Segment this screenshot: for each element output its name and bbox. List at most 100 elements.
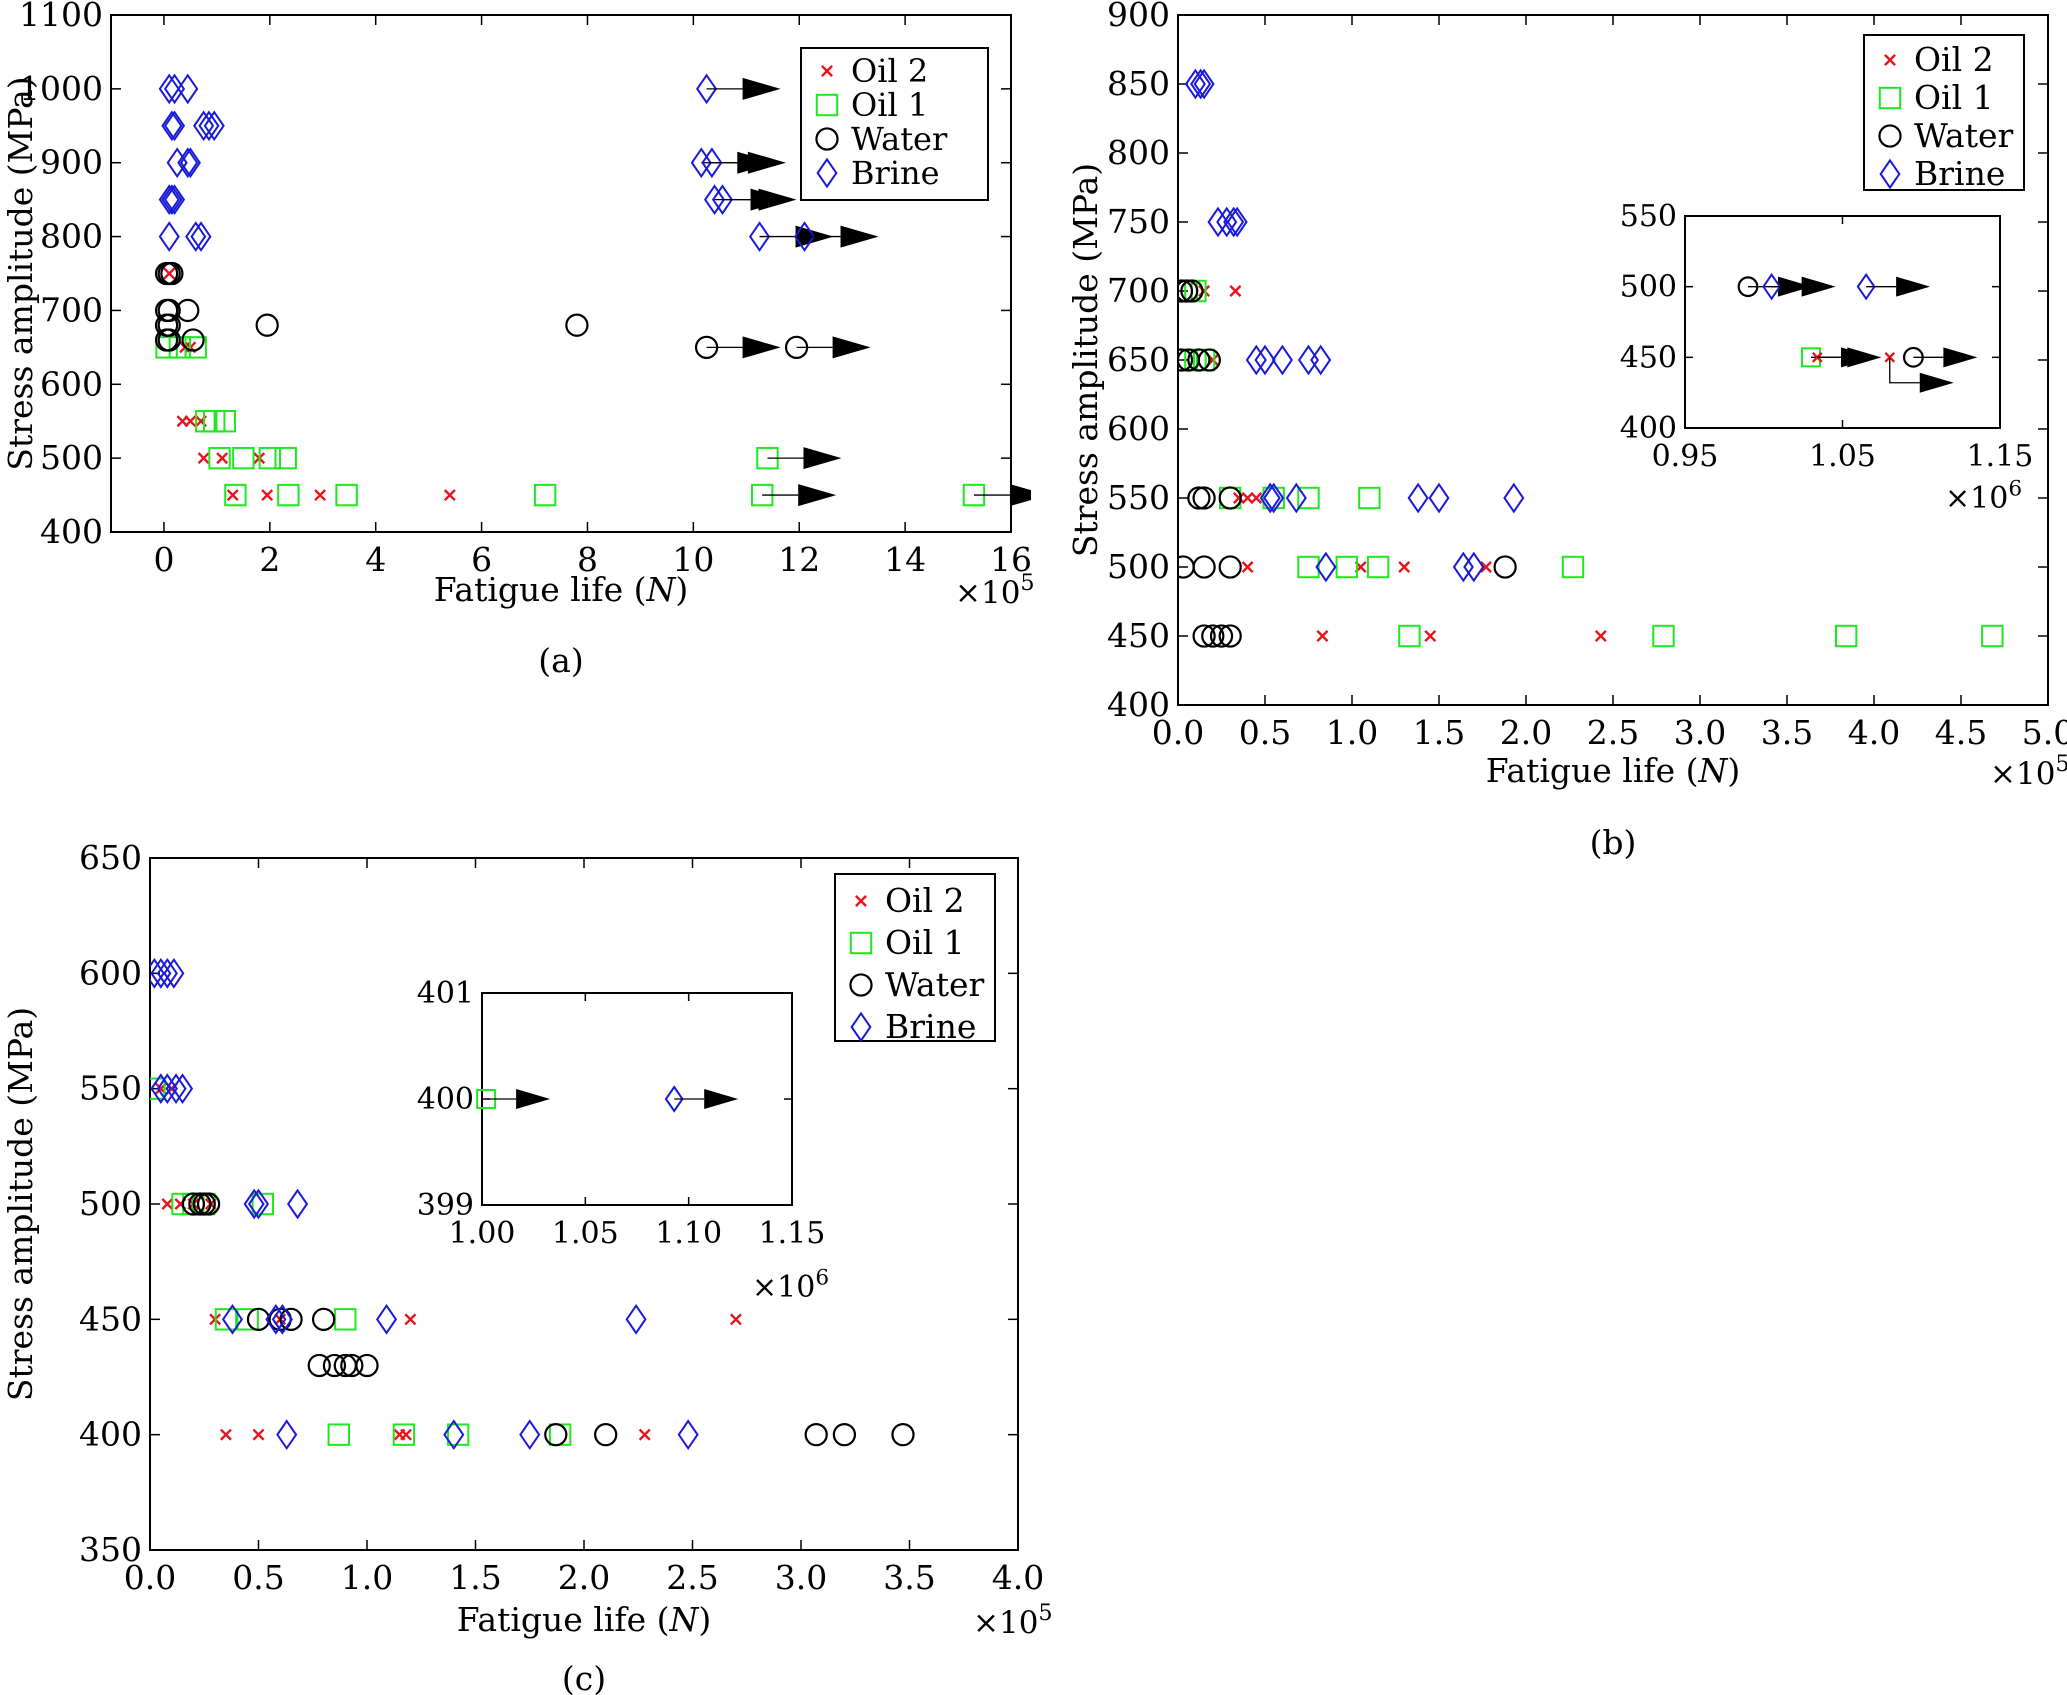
y-tick-label: 600 <box>40 364 103 403</box>
runout-arrow <box>747 151 786 174</box>
oil1-point <box>208 446 231 470</box>
runout-line <box>1889 357 1920 384</box>
brine-point <box>265 1303 287 1335</box>
brine-point <box>163 957 185 989</box>
oil2-point <box>314 489 327 502</box>
oil2-point <box>443 489 456 502</box>
x-tick-label: 5.0 <box>2022 713 2067 752</box>
oil2-point <box>184 415 197 428</box>
water-point <box>1218 624 1242 648</box>
inset-y-tick-label: 400 <box>417 1082 474 1117</box>
oil1-point <box>392 1423 416 1446</box>
oil2-point <box>1241 561 1254 573</box>
runout-arrow <box>1896 276 1931 297</box>
brine-point <box>1452 551 1474 583</box>
runout-arrow <box>758 188 797 211</box>
y-axis-label: Stress amplitude (MPa) <box>1066 163 1105 557</box>
oil2-point <box>638 1428 651 1441</box>
water-point <box>157 328 181 352</box>
oil2-point <box>261 489 274 502</box>
y-tick-label: 650 <box>79 838 142 877</box>
water-point <box>1197 348 1221 372</box>
brine-point <box>1271 344 1293 376</box>
y-tick-label: 1000 <box>19 69 103 108</box>
y-tick-label: 700 <box>40 290 103 329</box>
data-points <box>154 73 1031 507</box>
runout-arrow <box>1801 276 1836 297</box>
runout-marker <box>696 73 781 105</box>
water-point <box>322 1353 347 1378</box>
brine-point <box>443 1419 465 1451</box>
oil2-point <box>1884 54 1896 66</box>
oil2-point <box>1884 351 1896 363</box>
water-point <box>160 261 184 286</box>
runout-arrow <box>1919 372 1954 393</box>
inset-x-tick-label: 1.05 <box>552 1216 619 1251</box>
water-point <box>1209 624 1234 648</box>
water-point <box>565 313 589 337</box>
x-tick-label: 2.5 <box>666 1558 718 1597</box>
oil2-point <box>729 1313 742 1326</box>
runout-marker <box>1884 351 1954 393</box>
x-tick-label: 1.5 <box>449 1558 501 1597</box>
legend-label-water: Water <box>1914 116 2014 155</box>
oil2-point <box>1480 561 1492 573</box>
runout-arrow <box>1009 484 1031 507</box>
oil1-point <box>446 1423 470 1446</box>
inset-x-tick-label: 0.95 <box>1652 439 1719 474</box>
brine-point <box>165 1073 187 1105</box>
brine-point <box>748 221 771 252</box>
water-point <box>1201 624 1225 648</box>
oil2-point <box>252 1428 265 1441</box>
runout-arrow <box>798 484 837 507</box>
x-tick-label: 8 <box>577 540 598 579</box>
brine-point <box>286 1188 309 1220</box>
water-point <box>594 1423 618 1447</box>
oil1-point <box>1297 486 1320 510</box>
x-tick-label: 12 <box>778 540 820 579</box>
brine-point <box>161 110 183 142</box>
oil1-point <box>849 931 873 955</box>
oil2-point <box>400 1428 413 1441</box>
water-point <box>544 1423 568 1447</box>
y-tick-label: 550 <box>79 1069 142 1108</box>
x-multiplier: ×105 <box>973 1600 1053 1641</box>
oil2-point <box>216 452 229 465</box>
brine-point <box>1315 551 1337 583</box>
panel-c: 0.0 0.5 1.0 1.5 2.0 2.5 3.0 3.5 4.0 350 400 450 500 5… <box>1 838 1053 1695</box>
oil1-point <box>224 483 247 507</box>
y-tick-label: 800 <box>40 217 103 256</box>
water-point <box>255 313 279 337</box>
brine-point <box>198 110 220 142</box>
oil1-point <box>1335 555 1358 579</box>
oil2-point <box>226 489 239 502</box>
y-tick-label: 750 <box>1107 202 1170 241</box>
x-tick-label: 1.0 <box>341 1558 393 1597</box>
x-axis-label: Fatigue life (N) <box>1486 751 1741 790</box>
water-point <box>1187 348 1211 372</box>
inset-x-tick-label: 1.00 <box>449 1216 516 1251</box>
brine-point <box>1310 344 1332 376</box>
oil1-point <box>232 446 255 470</box>
panel-caption: (c) <box>562 1659 606 1695</box>
water-point <box>307 1353 331 1378</box>
inset-y-tick-label: 450 <box>1620 340 1677 375</box>
brine-point <box>166 147 188 179</box>
oil2-point <box>1594 630 1607 642</box>
water-point <box>1187 486 1211 510</box>
panel-caption: (b) <box>1590 823 1637 862</box>
x-tick-label: 10 <box>672 540 714 579</box>
oil1-point <box>533 483 557 507</box>
brine-point <box>850 1011 872 1043</box>
oil1-point <box>1878 86 1902 110</box>
x-tick-label: 4.0 <box>992 1558 1044 1597</box>
water-point <box>849 973 873 997</box>
brine-point <box>163 110 186 142</box>
y-tick-label: 450 <box>1107 616 1170 655</box>
oil2-point <box>220 1428 232 1441</box>
brine-point <box>1226 206 1248 238</box>
runout-marker <box>664 1085 739 1113</box>
x-tick-label: 2 <box>259 540 280 579</box>
legend-label-brine: Brine <box>851 154 940 192</box>
